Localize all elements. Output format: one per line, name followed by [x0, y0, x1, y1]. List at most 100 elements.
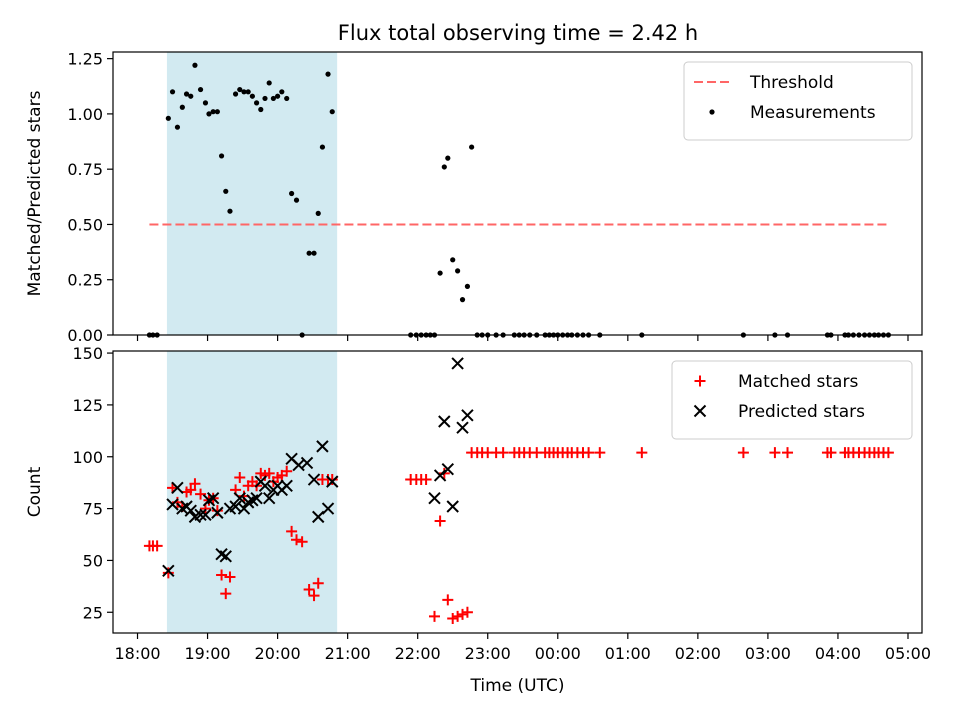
- measurement-point: [441, 164, 447, 170]
- measurement-point: [445, 155, 451, 161]
- x-tick-label: 03:00: [745, 644, 791, 663]
- matched-point: [782, 447, 794, 459]
- legend-label: Measurements: [750, 103, 876, 123]
- measurement-point: [262, 95, 268, 102]
- matched-point: [263, 467, 275, 479]
- measurement-point: [293, 197, 300, 203]
- observing-window-shade: [166, 351, 338, 633]
- legend-predicted-swatch: [693, 404, 707, 418]
- measurement-point: [289, 190, 295, 197]
- matched-point: [825, 447, 837, 459]
- y-tick-label: 0.50: [67, 215, 103, 234]
- matched-point: [162, 567, 174, 579]
- measurement-point: [232, 91, 239, 97]
- measurement-point: [469, 144, 475, 150]
- measurement-point: [169, 89, 176, 95]
- y-tick-label: 50: [83, 551, 103, 570]
- predicted-point: [184, 504, 197, 517]
- predicted-point: [194, 508, 207, 522]
- axes-frame: [112, 51, 923, 336]
- x-tick-label: 19:00: [185, 644, 231, 663]
- measurement-point: [464, 283, 471, 289]
- x-axis-label: Time (UTC): [470, 676, 565, 696]
- predicted-point: [312, 510, 325, 524]
- subplot-1: 0.00 0.25 0.50 0.75 1.00 1.25 Matched/Predicte…: [25, 50, 923, 345]
- chart-layer: 0.00 0.25 0.50 0.75 1.00 1.25 Matched/Predicte…: [25, 50, 931, 696]
- measurement-point: [218, 153, 225, 159]
- measurement-point: [206, 111, 212, 117]
- measurement-point: [241, 89, 247, 95]
- measurement-point: [455, 268, 461, 274]
- x-tick-label: 04:00: [815, 644, 861, 663]
- matched-point: [737, 447, 749, 459]
- predicted-point: [171, 481, 184, 495]
- predicted-point: [211, 506, 224, 519]
- series-2: [162, 357, 474, 578]
- predicted-point: [428, 492, 441, 505]
- y-tick-label: 0.00: [67, 326, 103, 345]
- legend-box: [683, 61, 913, 141]
- matched-point: [583, 447, 595, 459]
- measurement-point: [325, 71, 331, 77]
- predicted-point: [441, 462, 455, 476]
- matched-point: [312, 577, 324, 589]
- predicted-point: [461, 409, 474, 422]
- measurement-point: [245, 89, 251, 95]
- predicted-point: [316, 440, 329, 453]
- predicted-point: [438, 415, 451, 428]
- matched-point: [457, 608, 469, 620]
- y-axis-label: Count: [25, 466, 45, 517]
- matched-point: [291, 534, 303, 546]
- matched-point: [211, 505, 223, 517]
- matched-point: [281, 465, 293, 477]
- y-tick-label: 125: [72, 396, 103, 415]
- measurement-point: [437, 270, 443, 276]
- matched-point: [452, 610, 464, 622]
- y-tick-label: 1.25: [67, 50, 103, 69]
- measurement-point: [329, 109, 335, 115]
- measurement-point: [188, 93, 194, 99]
- matched-point: [220, 588, 232, 600]
- subplot-2: 25 50 75 100 125 150 18:00 19:00 20:00 21:00 22:00…: [25, 344, 931, 696]
- matched-point: [303, 583, 315, 595]
- predicted-point: [451, 357, 464, 370]
- matched-point: [286, 525, 298, 537]
- x-tick-label: 05:00: [885, 644, 931, 663]
- predicted-point: [280, 479, 293, 492]
- matched-point: [185, 484, 197, 496]
- series-1: [143, 447, 894, 624]
- measurement-point: [192, 62, 198, 68]
- matched-point: [461, 606, 473, 618]
- y-tick-label: 100: [72, 448, 103, 467]
- legend-label: Threshold: [749, 73, 834, 93]
- predicted-point: [219, 550, 232, 563]
- measurement-point: [223, 188, 229, 194]
- predicted-point: [446, 500, 459, 513]
- x-tick-label: 18:00: [114, 644, 160, 663]
- matched-point: [308, 590, 320, 602]
- measurement-point: [197, 86, 204, 93]
- axes-frame: [112, 350, 923, 634]
- observing-window-shade: [166, 52, 338, 335]
- measurement-point: [253, 100, 260, 106]
- matched-point: [447, 612, 459, 624]
- x-tick-label: 23:00: [465, 644, 511, 663]
- measurement-point: [450, 257, 456, 263]
- legend-measurement-swatch: [709, 109, 715, 115]
- matched-point: [216, 569, 228, 581]
- matched-point: [189, 478, 201, 490]
- measurement-point: [249, 93, 255, 99]
- figure-title: Flux total observing time = 2.42 h: [338, 21, 698, 45]
- measurement-point: [258, 106, 264, 113]
- predicted-point: [258, 479, 272, 492]
- x-tick-label: 21:00: [325, 644, 371, 663]
- x-tick-label: 20:00: [255, 644, 301, 663]
- legend-label: Predicted stars: [738, 402, 865, 422]
- predicted-point: [456, 421, 469, 434]
- predicted-point: [307, 473, 321, 486]
- measurement-point: [284, 95, 290, 102]
- y-tick-label: 1.00: [67, 105, 103, 124]
- legend-matched-swatch: [694, 375, 706, 387]
- measurement-point: [183, 91, 190, 97]
